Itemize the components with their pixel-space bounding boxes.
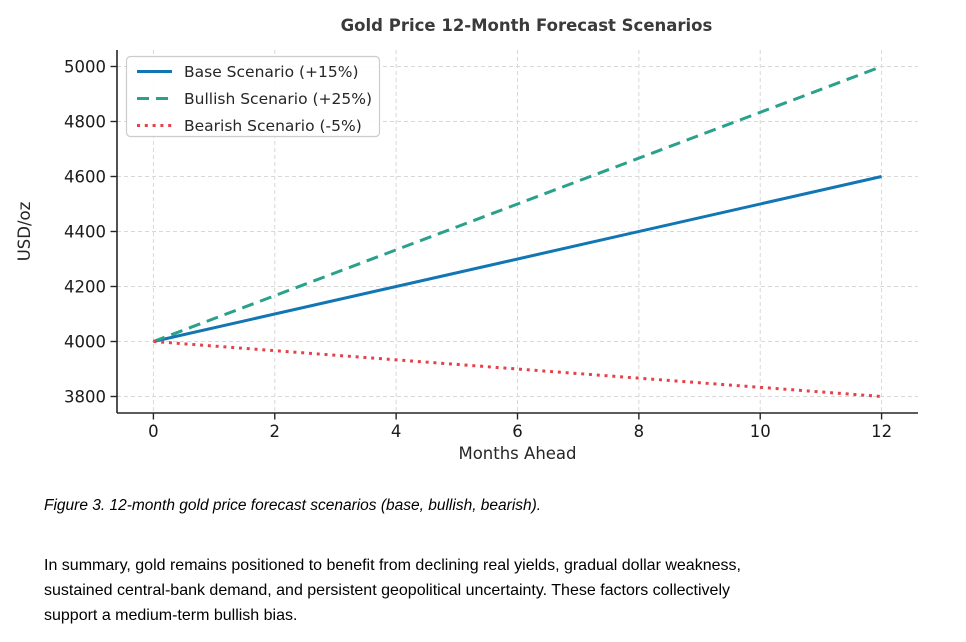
y-axis-label: USD/oz — [15, 202, 34, 262]
y-tick-label: 4800 — [64, 112, 106, 131]
x-tick-label: 4 — [391, 422, 402, 441]
summary-paragraph: In summary, gold remains positioned to b… — [44, 557, 741, 624]
y-tick-label: 4200 — [64, 277, 106, 296]
x-axis-label: Months Ahead — [458, 444, 576, 463]
x-tick-label: 6 — [512, 422, 523, 441]
legend-entry-label: Bearish Scenario (-5%) — [184, 117, 362, 135]
y-tick-label: 4600 — [64, 167, 106, 186]
x-tick-label: 12 — [871, 422, 892, 441]
legend-box — [125, 55, 381, 138]
x-tick-label: 2 — [270, 422, 281, 441]
data-series — [152, 65, 883, 398]
axis-ticks: 3800 4000 4200 4400 4600 4800 5000 0 2 4 6 8 10 12 — [64, 57, 892, 441]
y-tick-label: 3800 — [64, 387, 106, 406]
forecast-chart-figure: 3800 4000 4200 4400 4600 4800 5000 0 2 4 6 8 10 12 Gol… — [15, 16, 918, 463]
legend: Base Scenario (+15%) Bullish Scenario (+2… — [125, 55, 381, 138]
series-line-solid — [153, 175, 882, 343]
x-tick-label: 10 — [750, 422, 771, 441]
legend-entry-label: Bullish Scenario (+25%) — [184, 90, 372, 108]
series-line-dashed — [152, 65, 883, 343]
y-tick-label: 5000 — [64, 57, 106, 76]
y-tick-label: 4000 — [64, 332, 106, 351]
series-line-dotted — [153, 340, 882, 398]
chart-title: Gold Price 12-Month Forecast Scenarios — [341, 16, 713, 35]
figure-caption: Figure 3. 12-month gold price forecast s… — [44, 497, 542, 514]
x-tick-label: 0 — [148, 422, 159, 441]
y-tick-label: 4400 — [64, 222, 106, 241]
chart-canvas: 3800 4000 4200 4400 4600 4800 5000 0 2 4 6 8 10 12 Gol… — [15, 16, 918, 463]
x-tick-label: 8 — [634, 422, 645, 441]
legend-entry-label: Base Scenario (+15%) — [184, 63, 359, 81]
